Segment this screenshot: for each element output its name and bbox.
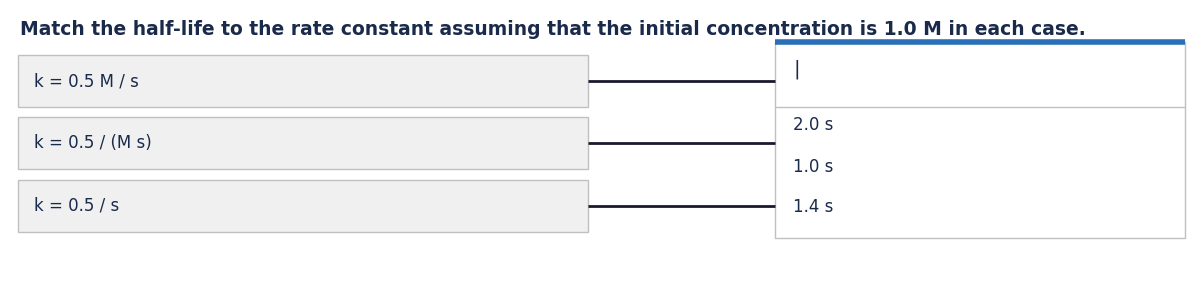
FancyBboxPatch shape bbox=[775, 42, 1186, 238]
Text: 1.0 s: 1.0 s bbox=[793, 158, 833, 176]
Text: 2.0 s: 2.0 s bbox=[793, 116, 833, 134]
Text: k = 0.5 / (M s): k = 0.5 / (M s) bbox=[34, 134, 151, 152]
Text: k = 0.5 M / s: k = 0.5 M / s bbox=[34, 72, 139, 90]
FancyBboxPatch shape bbox=[18, 117, 588, 169]
Text: k = 0.5 / s: k = 0.5 / s bbox=[34, 197, 119, 215]
Text: |: | bbox=[793, 60, 799, 79]
FancyBboxPatch shape bbox=[18, 180, 588, 232]
FancyBboxPatch shape bbox=[18, 55, 588, 107]
Text: 1.4 s: 1.4 s bbox=[793, 198, 833, 216]
Text: Match the half-life to the rate constant assuming that the initial concentration: Match the half-life to the rate constant… bbox=[20, 20, 1086, 39]
